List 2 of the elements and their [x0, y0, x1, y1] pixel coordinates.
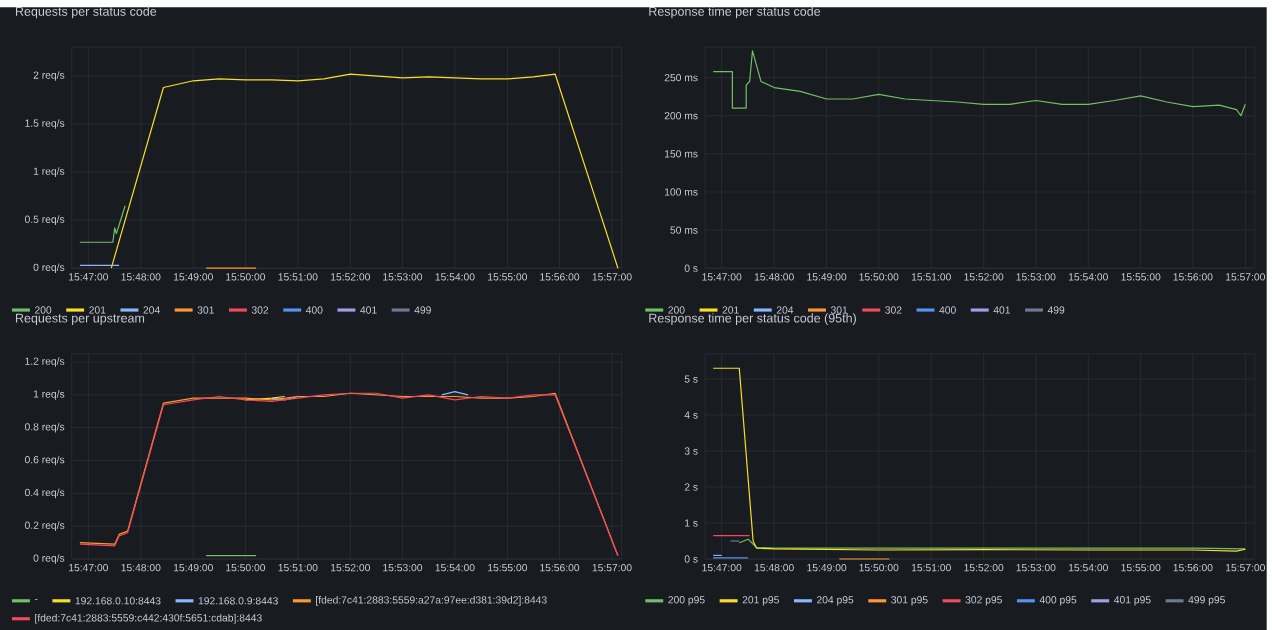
- line-series: [712, 367, 1246, 552]
- line-series: [79, 204, 126, 243]
